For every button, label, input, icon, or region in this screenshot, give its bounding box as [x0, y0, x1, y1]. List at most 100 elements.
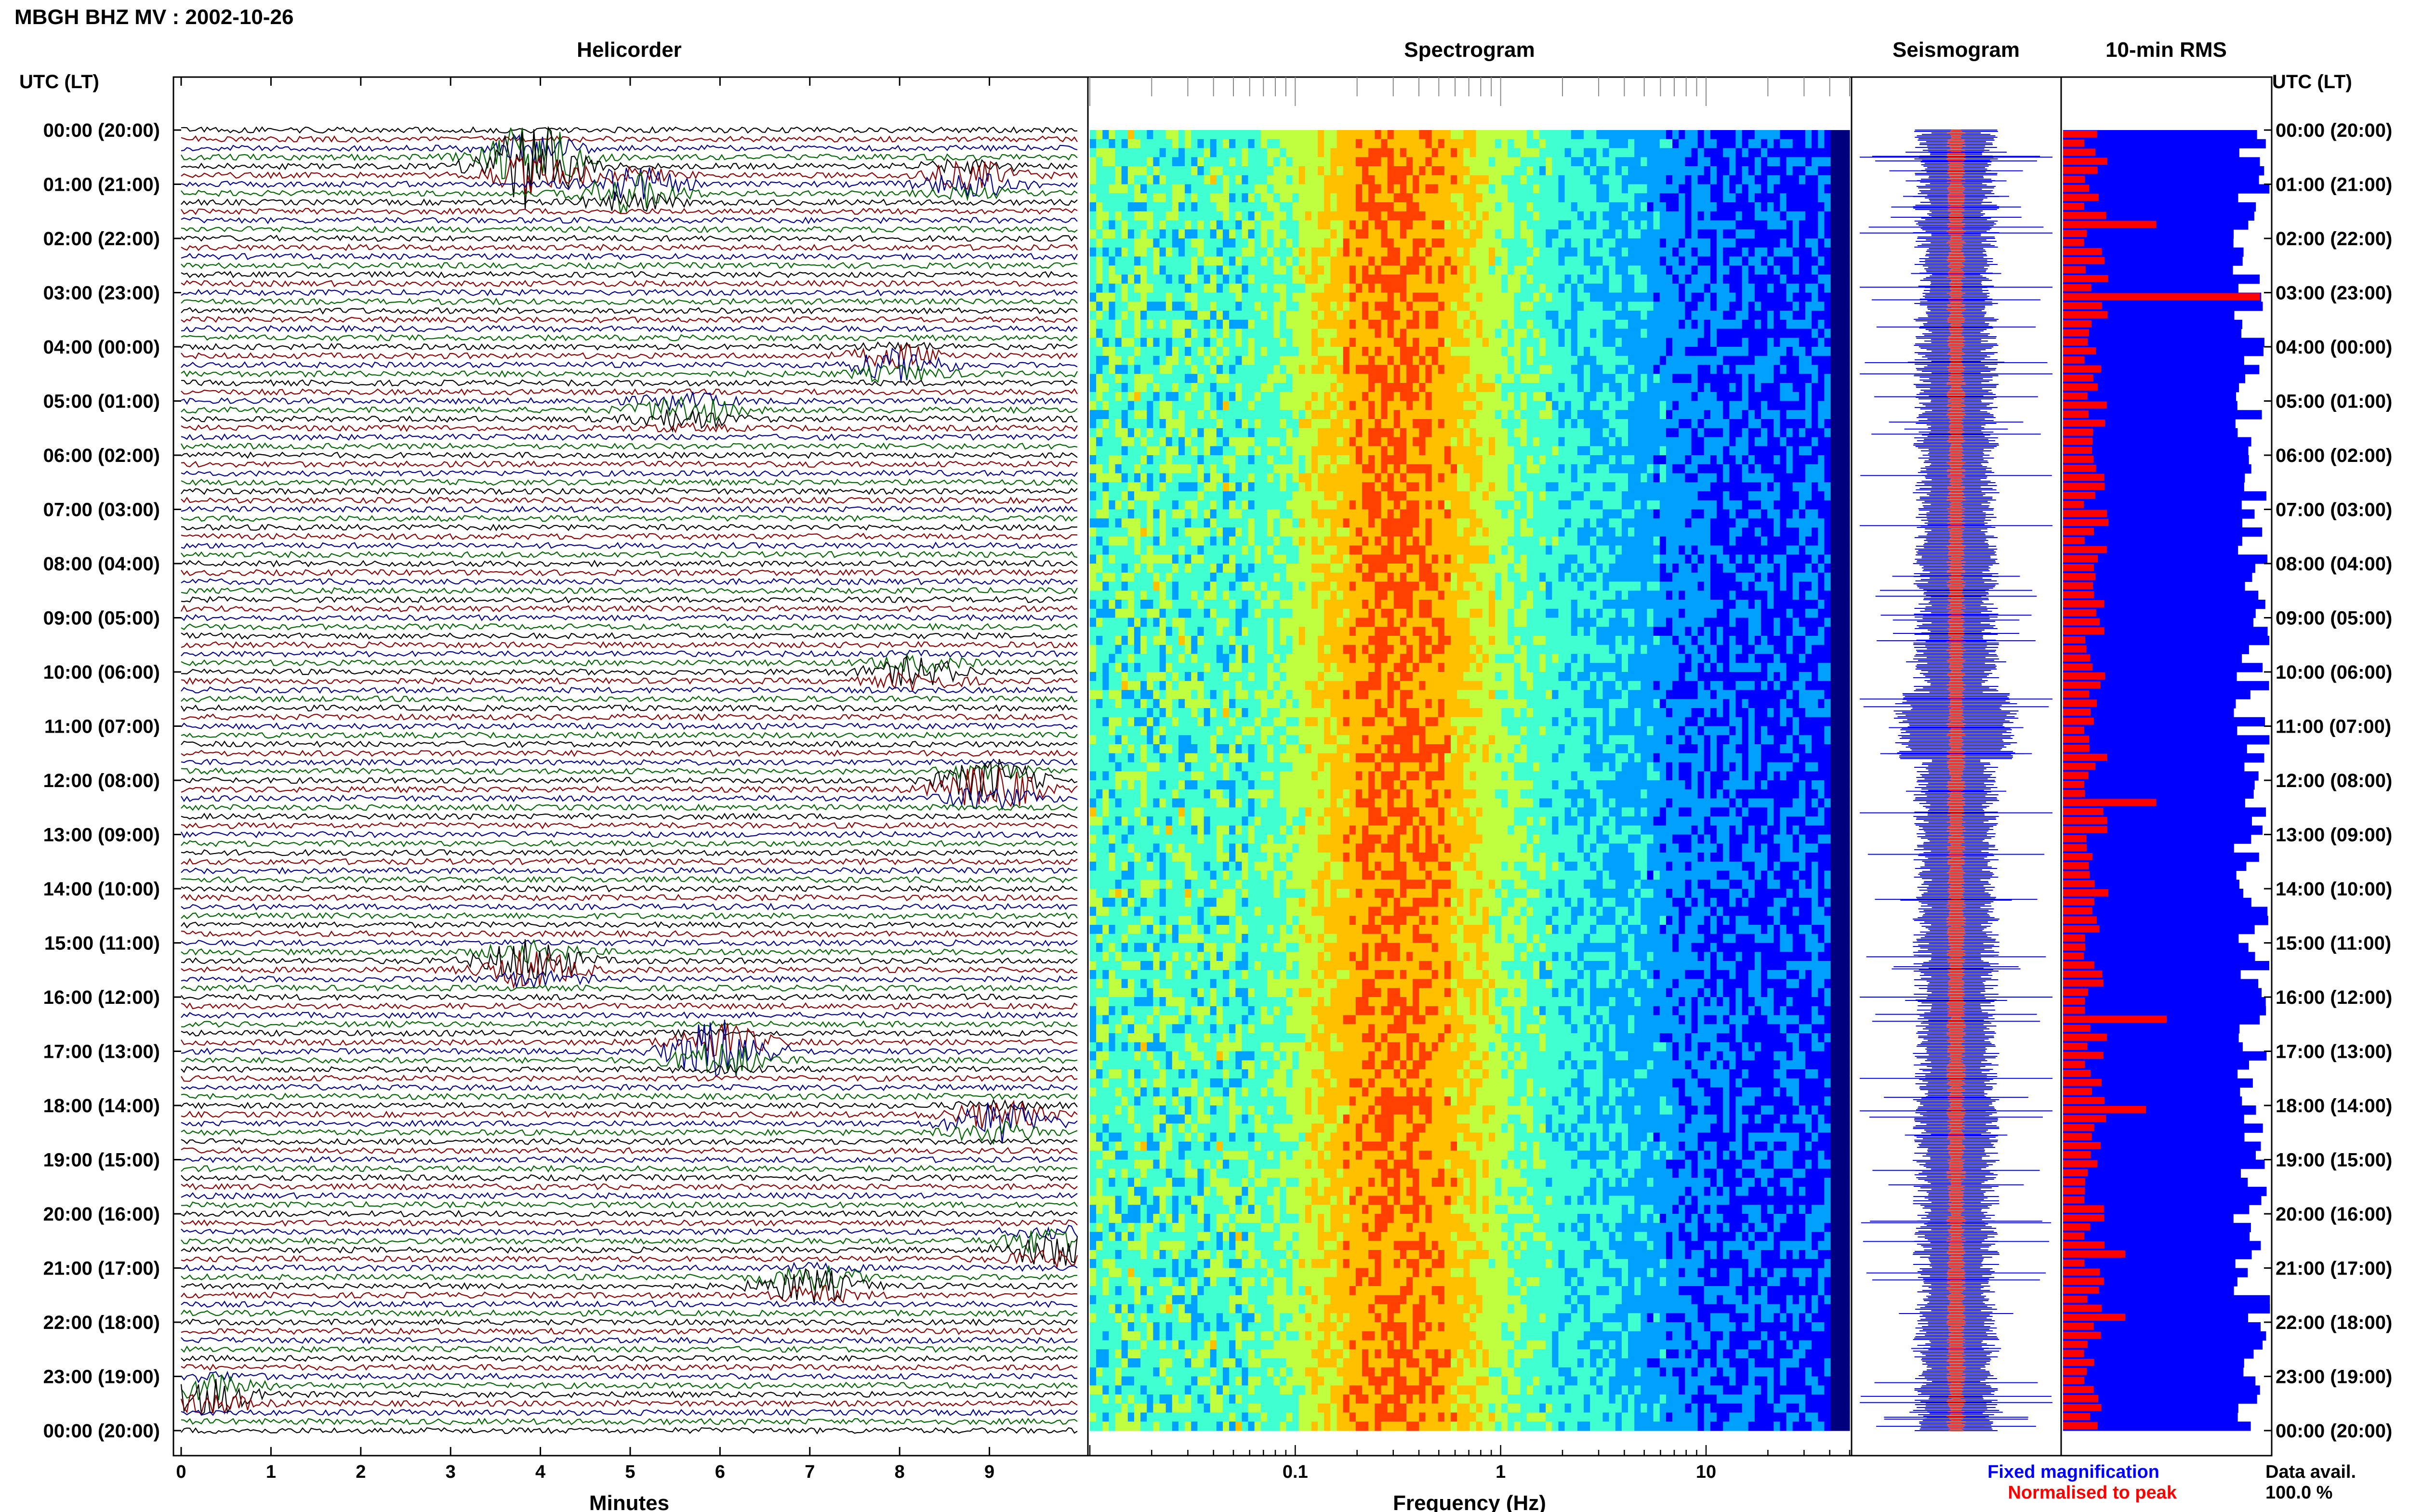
spectrogram-cell: [1273, 383, 1280, 393]
spectrogram-cell: [1539, 410, 1546, 420]
spectrogram-cell: [1165, 319, 1173, 329]
spectrogram-cell: [1343, 175, 1350, 185]
spectrogram-cell: [1577, 437, 1584, 447]
spectrogram-cell: [1508, 148, 1514, 158]
spectrogram-cell: [1159, 229, 1166, 239]
spectrogram-cell: [1843, 419, 1850, 429]
spectrogram-cell: [1311, 428, 1318, 438]
spectrogram-cell: [1792, 338, 1800, 347]
spectrogram-cell: [1666, 437, 1673, 447]
helicorder-trace: [181, 984, 1078, 992]
spectrogram-cell: [1476, 265, 1483, 275]
spectrogram-cell: [1223, 166, 1230, 176]
spectrogram-cell: [1223, 193, 1230, 203]
spectrogram-cell: [1191, 437, 1198, 447]
spectrogram-cell: [1495, 311, 1502, 320]
spectrogram-cell: [1451, 428, 1457, 438]
spectrogram-cell: [1533, 473, 1540, 483]
spectrogram-cell: [1343, 193, 1350, 203]
spectrogram-cell: [1647, 365, 1654, 374]
spectrogram-cell: [1337, 157, 1344, 167]
spectrogram-cell: [1539, 211, 1546, 221]
spectrogram-cell: [1786, 256, 1793, 266]
spectrogram-cell: [1121, 157, 1128, 167]
spectrogram-cell: [1178, 220, 1185, 230]
spectrogram-cell: [1096, 247, 1103, 257]
spectrogram-cell: [1805, 256, 1812, 266]
panel-title-spectrogram: Spectrogram: [1404, 38, 1535, 62]
spectrogram-cell: [1596, 229, 1603, 239]
spectrogram-cell: [1812, 428, 1818, 438]
spectrogram-cell: [1526, 401, 1534, 410]
spectrogram-cell: [1286, 211, 1293, 221]
spectrogram-cell: [1438, 383, 1445, 393]
spectrogram-cell: [1520, 247, 1527, 257]
spectrogram-cell: [1577, 292, 1584, 302]
spectrogram-cell: [1349, 392, 1356, 402]
spectrogram-cell: [1786, 311, 1793, 320]
spectrogram-cell: [1691, 311, 1698, 320]
spectrogram-cell: [1571, 292, 1578, 302]
spectrogram-cell: [1659, 247, 1667, 257]
spectrogram-cell: [1780, 446, 1787, 456]
spectrogram-cell: [1843, 292, 1850, 302]
spectrogram-cell: [1577, 220, 1584, 230]
spectrogram-cell: [1780, 355, 1787, 366]
spectrogram-cell: [1400, 175, 1407, 185]
spectrogram-cell: [1375, 292, 1382, 302]
spectrogram-cell: [1754, 383, 1761, 393]
spectrogram-cell: [1457, 392, 1464, 402]
spectrogram-cell: [1469, 319, 1477, 329]
spectrogram-cell: [1254, 220, 1261, 230]
spectrogram-cell: [1596, 319, 1603, 329]
spectrogram-cell: [1805, 347, 1812, 356]
spectrogram-cell: [1729, 338, 1736, 347]
spectrogram-cell: [1748, 184, 1755, 194]
spectrogram-cell: [1387, 392, 1394, 402]
spectrogram-cell: [1431, 365, 1439, 374]
spectrogram-cell: [1666, 383, 1673, 393]
spectrogram-cell: [1337, 238, 1344, 248]
spectrogram-cell: [1526, 410, 1534, 420]
spectrogram-cell: [1691, 437, 1698, 447]
spectrogram-cell: [1115, 193, 1122, 203]
spectrogram-cell: [1735, 139, 1743, 149]
spectrogram-cell: [1634, 265, 1641, 275]
spectrogram-cell: [1577, 401, 1584, 410]
spectrogram-cell: [1216, 464, 1223, 474]
spectrogram-cell: [1254, 211, 1261, 221]
spectrogram-cell: [1805, 247, 1812, 257]
helicorder-trace: [181, 1327, 1078, 1335]
spectrogram-cell: [1666, 365, 1673, 374]
spectrogram-cell: [1134, 437, 1141, 447]
spectrogram-cell: [1273, 139, 1280, 149]
spectrogram-cell: [1362, 482, 1369, 492]
spectrogram-cell: [1748, 473, 1755, 483]
helicorder-trace: [181, 1364, 1078, 1371]
spectrogram-cell: [1742, 193, 1749, 203]
spectrogram-cell: [1267, 455, 1274, 465]
spectrogram-cell: [1115, 184, 1122, 194]
spectrogram-cell: [1653, 410, 1660, 420]
spectrogram-cell: [1254, 455, 1261, 465]
spectrogram-cell: [1324, 175, 1331, 185]
spectrogram-cell: [1305, 139, 1312, 149]
spectrogram-cell: [1172, 473, 1179, 483]
spectrogram-cell: [1590, 329, 1597, 338]
spectrogram-cell: [1355, 229, 1363, 239]
spectrogram-cell: [1552, 166, 1559, 176]
spectrogram-cell: [1647, 392, 1654, 402]
spectrogram-cell: [1482, 292, 1489, 302]
spectrogram-cell: [1330, 202, 1337, 212]
spectrogram-cell: [1235, 482, 1242, 492]
spectrogram-cell: [1552, 392, 1559, 402]
spectrogram-cell: [1539, 446, 1546, 456]
spectrogram-cell: [1539, 265, 1546, 275]
spectrogram-cell: [1178, 347, 1185, 356]
spectrogram-cell: [1210, 437, 1217, 447]
spectrogram-cell: [1552, 355, 1559, 366]
spectrogram-cell: [1641, 374, 1647, 383]
spectrogram-cell: [1267, 184, 1274, 194]
spectrogram-cell: [1267, 401, 1274, 410]
spectrogram-cell: [1812, 329, 1818, 338]
